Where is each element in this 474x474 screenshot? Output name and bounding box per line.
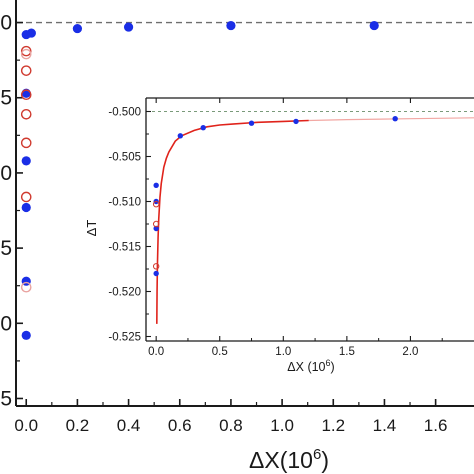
main-data-point xyxy=(20,45,32,57)
inset-x-tick-label: 0.0 xyxy=(148,346,164,358)
inset-y-tick-label: -0.510 xyxy=(108,197,141,209)
inset-chart: 0.0 0.5 1.0 1.5 2.0 -0.500 -0.505 -0.510 -0.515… xyxy=(84,97,474,374)
inset-x-tick-label: 0.5 xyxy=(212,346,228,358)
inset-background xyxy=(146,98,474,341)
inset-y-tick-label: -0.500 xyxy=(108,107,141,119)
inset-data-point xyxy=(153,182,159,188)
inset-data-point xyxy=(153,270,159,277)
main-y-tick-label: 00 xyxy=(0,12,12,35)
inset-y-tick-label: -0.505 xyxy=(108,152,141,164)
main-data-point xyxy=(20,137,32,149)
main-x-tick-label: 0.6 xyxy=(168,416,192,435)
main-x-axis-label: ΔX(106) xyxy=(249,446,329,473)
inset-x-tick-label: 2.0 xyxy=(402,346,418,358)
inset-data-point xyxy=(152,201,160,208)
inset-data-point xyxy=(152,220,160,228)
main-x-tick-label: 0.4 xyxy=(117,416,141,435)
inset-fit-curve-line xyxy=(156,119,309,324)
main-x-tick-label: 1.6 xyxy=(424,416,448,435)
main-data-point xyxy=(20,281,32,293)
main-data-point xyxy=(20,191,32,203)
inset-data-point xyxy=(200,125,206,131)
main-data-point xyxy=(72,23,83,34)
inset-data-point xyxy=(293,118,299,125)
inset-x-tick-label: 1.0 xyxy=(275,346,291,358)
main-data-point xyxy=(226,20,236,31)
main-y-tick-label: 25 xyxy=(0,387,12,410)
main-data-point xyxy=(21,156,31,166)
inset-y-ticks: -0.500 -0.505 -0.510 -0.515 -0.520 -0.525 xyxy=(108,107,151,344)
main-y-tick-label: 10 xyxy=(0,162,12,185)
main-x-tick-label: 0.0 xyxy=(14,416,38,435)
main-y-tick-label: 15 xyxy=(0,237,12,260)
main-data-points xyxy=(20,20,379,340)
main-data-point xyxy=(20,89,32,101)
inset-data-point xyxy=(153,225,159,232)
main-y-ticks: 00 05 10 15 20 25 xyxy=(0,12,23,410)
inset-data-point xyxy=(177,133,184,139)
main-data-point xyxy=(21,202,31,213)
main-data-point xyxy=(20,108,32,120)
inset-y-tick-label: -0.525 xyxy=(108,332,141,344)
main-x-tick-label: 1.0 xyxy=(270,416,294,435)
inset-y-tick-label: -0.515 xyxy=(108,242,141,254)
main-x-tick-label: 0.8 xyxy=(219,416,243,435)
main-y-tick-label: 20 xyxy=(0,312,12,335)
inset-y-tick-label: -0.520 xyxy=(108,287,141,299)
main-axes xyxy=(15,0,474,407)
inset-data-point xyxy=(392,116,398,122)
main-data-point xyxy=(20,48,32,60)
main-data-point xyxy=(123,22,134,32)
inset-data-point xyxy=(152,263,160,270)
main-y-tick-label: 05 xyxy=(0,87,12,110)
main-data-point xyxy=(20,65,32,76)
inset-y-axis-label: ΔT xyxy=(84,220,99,237)
inset-fit-curve xyxy=(156,117,474,324)
inset-x-ticks: 0.0 0.5 1.0 1.5 2.0 xyxy=(148,98,443,358)
main-data-point xyxy=(26,28,36,38)
main-x-tick-label: 1.2 xyxy=(321,416,345,435)
inset-fit-curve-extension xyxy=(308,117,474,122)
inset-x-axis-label: ΔX (106) xyxy=(287,358,334,374)
inset-axes xyxy=(145,97,474,342)
main-x-ticks: 0.0 0.2 0.4 0.6 0.8 1.0 1.2 1.4 1.6 xyxy=(14,399,447,435)
main-x-tick-label: 0.2 xyxy=(66,416,90,435)
main-x-tick-label: 1.4 xyxy=(373,416,397,435)
inset-data-point xyxy=(248,120,255,126)
inset-x-tick-label: 1.5 xyxy=(339,346,355,358)
main-data-point xyxy=(369,20,379,31)
inset-data-points xyxy=(152,116,398,277)
main-data-point xyxy=(21,330,31,340)
